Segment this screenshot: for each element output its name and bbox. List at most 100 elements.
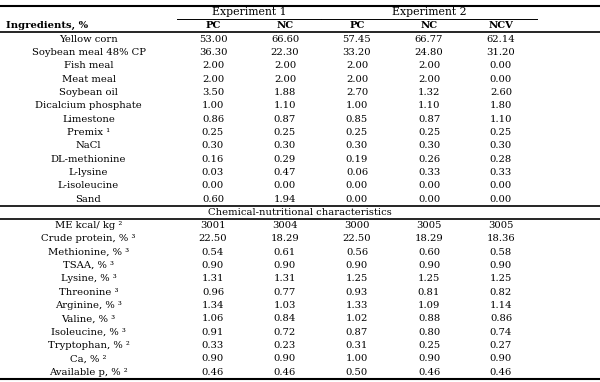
Text: 3.50: 3.50	[202, 88, 224, 97]
Text: 2.00: 2.00	[202, 74, 224, 84]
Text: 2.70: 2.70	[346, 88, 368, 97]
Text: 18.36: 18.36	[487, 235, 515, 243]
Text: 0.93: 0.93	[346, 288, 368, 297]
Text: 1.33: 1.33	[346, 301, 368, 310]
Text: 2.00: 2.00	[418, 61, 440, 70]
Text: 0.31: 0.31	[346, 341, 368, 350]
Text: 0.84: 0.84	[274, 314, 296, 324]
Text: 18.29: 18.29	[415, 235, 443, 243]
Text: 0.25: 0.25	[490, 128, 512, 137]
Text: NaCl: NaCl	[76, 141, 101, 150]
Text: 0.87: 0.87	[418, 115, 440, 123]
Text: Limestone: Limestone	[62, 115, 115, 123]
Text: 0.30: 0.30	[202, 141, 224, 150]
Text: 1.02: 1.02	[346, 314, 368, 324]
Text: 0.46: 0.46	[202, 368, 224, 377]
Text: 1.34: 1.34	[202, 301, 224, 310]
Text: 3004: 3004	[272, 221, 298, 230]
Text: 2.00: 2.00	[274, 61, 296, 70]
Text: 62.14: 62.14	[487, 34, 515, 44]
Text: 0.90: 0.90	[490, 354, 512, 363]
Text: Chemical-nutritional characteristics: Chemical-nutritional characteristics	[208, 208, 392, 217]
Text: 0.46: 0.46	[418, 368, 440, 377]
Text: 0.00: 0.00	[274, 181, 296, 190]
Text: 0.16: 0.16	[202, 154, 224, 163]
Text: 1.10: 1.10	[274, 101, 296, 110]
Text: 0.00: 0.00	[202, 181, 224, 190]
Text: Arginine, % ³: Arginine, % ³	[55, 301, 122, 310]
Text: 3005: 3005	[488, 221, 514, 230]
Text: 1.00: 1.00	[346, 101, 368, 110]
Text: 66.77: 66.77	[415, 34, 443, 44]
Text: 0.30: 0.30	[490, 141, 512, 150]
Text: Soybean meal 48% CP: Soybean meal 48% CP	[32, 48, 146, 57]
Text: Ingredients, %: Ingredients, %	[6, 21, 88, 30]
Text: 0.00: 0.00	[346, 181, 368, 190]
Text: 0.00: 0.00	[490, 181, 512, 190]
Text: Sand: Sand	[76, 194, 101, 204]
Text: 1.14: 1.14	[490, 301, 512, 310]
Text: 31.20: 31.20	[487, 48, 515, 57]
Text: 1.10: 1.10	[490, 115, 512, 123]
Text: 0.33: 0.33	[490, 168, 512, 177]
Text: 22.50: 22.50	[343, 235, 371, 243]
Text: 0.27: 0.27	[490, 341, 512, 350]
Text: Premix ¹: Premix ¹	[67, 128, 110, 137]
Text: 0.86: 0.86	[202, 115, 224, 123]
Text: Dicalcium phosphate: Dicalcium phosphate	[35, 101, 142, 110]
Text: 1.25: 1.25	[346, 275, 368, 283]
Text: 3000: 3000	[344, 221, 370, 230]
Text: 0.33: 0.33	[418, 168, 440, 177]
Text: L-lysine: L-lysine	[69, 168, 108, 177]
Text: 1.31: 1.31	[202, 275, 224, 283]
Text: 0.25: 0.25	[418, 341, 440, 350]
Text: PC: PC	[349, 21, 365, 30]
Text: 0.00: 0.00	[418, 194, 440, 204]
Text: 0.91: 0.91	[202, 328, 224, 337]
Text: 0.29: 0.29	[274, 154, 296, 163]
Text: L-isoleucine: L-isoleucine	[58, 181, 119, 190]
Text: 33.20: 33.20	[343, 48, 371, 57]
Text: Experiment 2: Experiment 2	[392, 7, 466, 18]
Text: Fish meal: Fish meal	[64, 61, 113, 70]
Text: 0.30: 0.30	[274, 141, 296, 150]
Text: 66.60: 66.60	[271, 34, 299, 44]
Text: 0.00: 0.00	[490, 74, 512, 84]
Text: 0.19: 0.19	[346, 154, 368, 163]
Text: 0.81: 0.81	[418, 288, 440, 297]
Text: 0.90: 0.90	[490, 261, 512, 270]
Text: 0.90: 0.90	[202, 261, 224, 270]
Text: 0.47: 0.47	[274, 168, 296, 177]
Text: 0.74: 0.74	[490, 328, 512, 337]
Text: 0.28: 0.28	[490, 154, 512, 163]
Text: 0.00: 0.00	[418, 181, 440, 190]
Text: 0.30: 0.30	[346, 141, 368, 150]
Text: 22.50: 22.50	[199, 235, 227, 243]
Text: 0.90: 0.90	[274, 354, 296, 363]
Text: 3005: 3005	[416, 221, 442, 230]
Text: 0.61: 0.61	[274, 248, 296, 257]
Text: 53.00: 53.00	[199, 34, 227, 44]
Text: 0.25: 0.25	[418, 128, 440, 137]
Text: 1.31: 1.31	[274, 275, 296, 283]
Text: Tryptophan, % ²: Tryptophan, % ²	[47, 341, 130, 350]
Text: ME kcal/ kg ²: ME kcal/ kg ²	[55, 221, 122, 230]
Text: 0.82: 0.82	[490, 288, 512, 297]
Text: 1.32: 1.32	[418, 88, 440, 97]
Text: 0.03: 0.03	[202, 168, 224, 177]
Text: 24.80: 24.80	[415, 48, 443, 57]
Text: PC: PC	[205, 21, 221, 30]
Text: 0.60: 0.60	[418, 248, 440, 257]
Text: Threonine ³: Threonine ³	[59, 288, 118, 297]
Text: Valine, % ³: Valine, % ³	[61, 314, 116, 324]
Text: 1.25: 1.25	[490, 275, 512, 283]
Text: 2.00: 2.00	[202, 61, 224, 70]
Text: 2.60: 2.60	[490, 88, 512, 97]
Text: 1.25: 1.25	[418, 275, 440, 283]
Text: DL-methionine: DL-methionine	[51, 154, 126, 163]
Text: 1.10: 1.10	[418, 101, 440, 110]
Text: 2.00: 2.00	[418, 74, 440, 84]
Text: 0.06: 0.06	[346, 168, 368, 177]
Text: 0.86: 0.86	[490, 314, 512, 324]
Text: 0.87: 0.87	[274, 115, 296, 123]
